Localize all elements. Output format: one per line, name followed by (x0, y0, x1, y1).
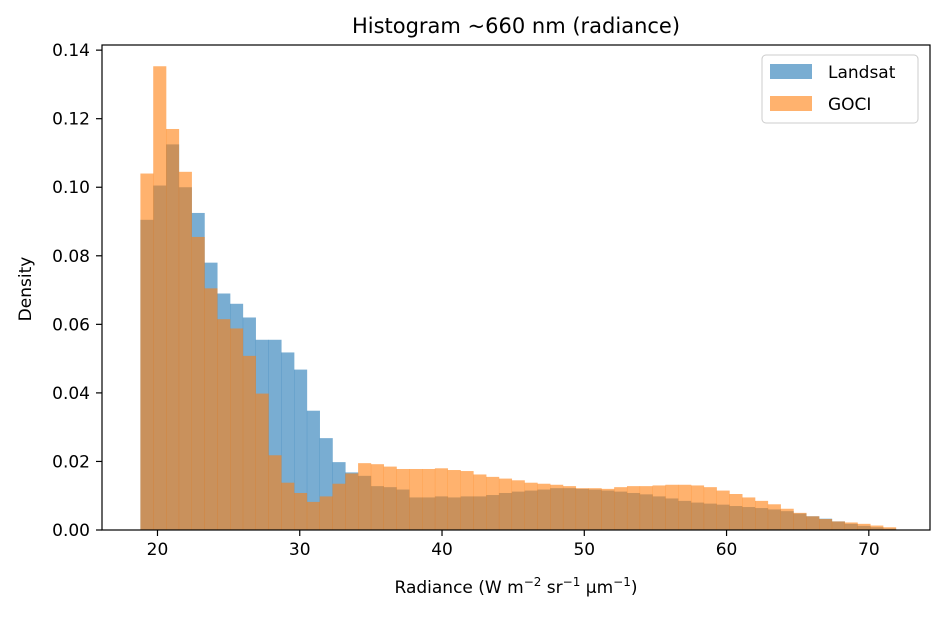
bar-goci (819, 519, 833, 530)
bar-goci (703, 487, 717, 530)
bar-goci (883, 527, 897, 530)
bar-goci (242, 355, 256, 530)
legend-swatch-goci (770, 96, 812, 111)
bar-goci (729, 494, 743, 530)
bar-goci (422, 468, 436, 530)
bar-goci (383, 466, 397, 530)
bar-landsat (294, 369, 308, 530)
bar-goci (716, 490, 730, 530)
histogram-bars (140, 66, 897, 531)
bar-goci (281, 482, 295, 530)
bar-goci (498, 478, 513, 530)
bar-goci (140, 173, 154, 530)
x-axis-ticks: 20 30 40 50 60 70 (147, 530, 880, 560)
bar-goci (345, 473, 359, 530)
y-tick-label: 0.06 (52, 315, 90, 335)
bar-goci (524, 482, 538, 530)
bar-goci (447, 470, 461, 530)
bar-goci (370, 464, 384, 530)
x-axis-label: Radiance (W m−2 sr−1 μm−1) (395, 575, 638, 598)
y-tick-label: 0.04 (52, 384, 90, 404)
bar-goci (755, 500, 769, 530)
bar-goci (217, 319, 231, 530)
bar-goci (473, 474, 487, 530)
y-tick-label: 0.08 (52, 247, 90, 267)
bar-goci (511, 480, 525, 530)
bar-goci (537, 483, 551, 530)
bar-goci (639, 486, 653, 530)
legend-label-goci: GOCI (828, 95, 871, 115)
bar-goci (870, 525, 884, 530)
bar-goci (230, 328, 244, 530)
bar-goci (255, 393, 269, 530)
x-tick-label: 30 (289, 540, 311, 560)
y-tick-label: 0.02 (52, 452, 90, 472)
y-axis-label: Density (16, 257, 36, 322)
bar-goci (831, 521, 845, 530)
bar-goci (665, 484, 679, 530)
y-tick-label: 0.12 (52, 110, 90, 130)
x-tick-label: 50 (573, 540, 595, 560)
bar-goci (332, 483, 346, 530)
x-tick-label: 70 (858, 540, 880, 560)
bar-goci (204, 288, 218, 530)
bar-goci (306, 501, 320, 530)
bar-goci (626, 486, 641, 530)
legend: Landsat GOCI (761, 54, 919, 124)
bar-goci (460, 471, 474, 530)
bar-goci (178, 171, 192, 530)
bar-goci (191, 236, 205, 530)
bar-goci (793, 512, 807, 530)
bar-goci (857, 523, 871, 530)
x-tick-label: 20 (147, 540, 169, 560)
y-axis-ticks: 0.00 0.02 0.04 0.06 0.08 0.10 0.12 0.14 (52, 41, 102, 541)
bar-goci (844, 522, 858, 530)
bar-goci (806, 516, 820, 530)
bar-goci (434, 468, 449, 530)
bar-goci (486, 476, 500, 530)
bar-goci (742, 497, 756, 530)
bar-landsat (306, 410, 320, 530)
bar-goci (562, 486, 577, 530)
bar-goci (652, 485, 666, 530)
plot-frame (101, 44, 931, 531)
bar-goci (550, 484, 564, 530)
y-tick-label: 0.10 (52, 178, 90, 198)
bar-goci (780, 508, 794, 530)
bar-goci (678, 484, 692, 530)
bar-goci (153, 66, 167, 530)
bar-goci (166, 128, 180, 531)
bar-goci (319, 496, 333, 530)
bar-goci (409, 468, 423, 530)
x-tick-label: 60 (716, 540, 738, 560)
bar-goci (358, 463, 372, 530)
bar-goci (294, 492, 308, 530)
legend-label-landsat: Landsat (828, 63, 896, 83)
legend-swatch-landsat (770, 64, 812, 79)
bar-goci (396, 468, 410, 530)
x-tick-label: 40 (431, 540, 453, 560)
bar-goci (614, 487, 628, 530)
bar-goci (767, 504, 781, 530)
bar-goci (588, 488, 602, 530)
bar-goci (268, 455, 282, 530)
bar-goci (601, 488, 615, 530)
bar-goci (690, 485, 705, 530)
bar-goci (575, 488, 589, 530)
y-tick-label: 0.00 (52, 521, 90, 541)
y-tick-label: 0.14 (52, 41, 90, 61)
series-goci (140, 66, 897, 531)
chart-title: Histogram ~660 nm (radiance) (352, 14, 680, 38)
